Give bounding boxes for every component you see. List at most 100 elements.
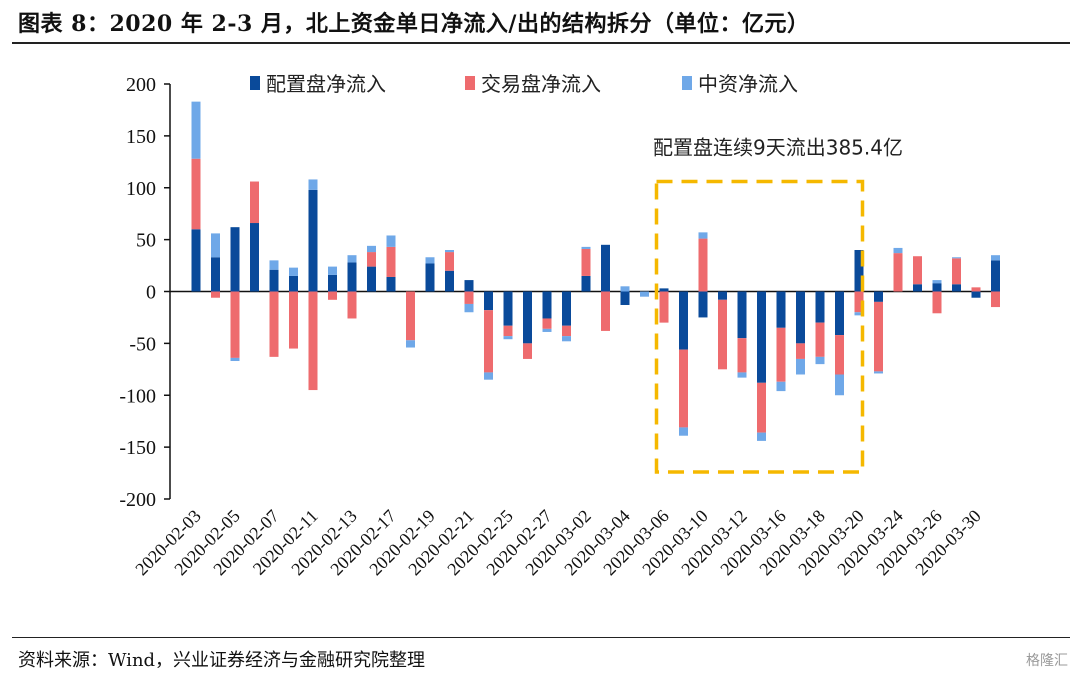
bar-segment-2: [503, 325, 513, 337]
bar-segment-1: [659, 288, 669, 292]
bar-segment-3: [874, 371, 883, 374]
y-tick-label: -50: [129, 333, 156, 355]
bar-segment-2: [250, 181, 259, 224]
bar-segment-3: [484, 372, 493, 380]
bar-segment-2: [191, 158, 201, 230]
bar-segment-1: [952, 284, 961, 292]
bar-segment-1: [289, 275, 298, 292]
bar-segment-2: [601, 291, 610, 331]
bar-segment-3: [581, 246, 591, 249]
bar-segment-2: [932, 291, 942, 314]
bar-segment-3: [289, 267, 298, 276]
bar-segment-2: [718, 299, 727, 370]
bar-segment-2: [269, 291, 279, 357]
bar-segment-1: [328, 274, 337, 292]
bar-segment-3: [211, 233, 220, 258]
bar-segment-1: [757, 291, 766, 383]
bar-segment-2: [445, 252, 454, 271]
watermark-logo: 格隆汇: [1026, 653, 1068, 669]
bar-segment-2: [542, 318, 552, 329]
bar-segment-1: [698, 291, 708, 318]
bar-segment-2: [815, 322, 825, 357]
bar-segment-1: [815, 291, 825, 323]
bar-segment-2: [679, 349, 688, 428]
y-tick-label: -150: [119, 437, 156, 459]
bar-segment-2: [991, 291, 1000, 308]
bar-segment-2: [971, 287, 981, 292]
bar-segment-2: [913, 256, 922, 285]
bar-segment-2: [835, 335, 844, 375]
bar-segment-1: [484, 291, 493, 311]
bar-segment-1: [932, 283, 942, 292]
bar-segment-2: [698, 238, 708, 292]
bar-segment-1: [542, 291, 552, 319]
chart-title: 图表 8：2020 年 2-3 月，北上资金单日净流入/出的结构拆分（单位：亿元…: [18, 11, 810, 37]
bar-segment-3: [328, 266, 337, 275]
bar-segment-3: [503, 336, 513, 340]
bar-segment-1: [854, 250, 864, 292]
bar-segment-2: [796, 343, 805, 359]
legend-label-1: 配置盘净流入: [266, 72, 386, 96]
bar-segment-1: [230, 227, 240, 292]
annotation-text: 配置盘连续9天流出385.4亿: [653, 136, 903, 160]
bar-segment-3: [757, 432, 766, 441]
bar-segment-1: [971, 291, 981, 298]
bar-segment-1: [679, 291, 688, 350]
bar-segment-1: [835, 291, 844, 336]
bar-segment-1: [991, 260, 1000, 292]
bar-segment-1: [367, 266, 376, 292]
bar-segment-2: [757, 382, 766, 433]
bar-segment-2: [484, 310, 493, 373]
bar-segment-1: [874, 291, 883, 302]
bar-segment-2: [523, 343, 532, 359]
bar-segment-3: [952, 257, 961, 259]
bar-segment-1: [445, 270, 454, 292]
bar-segment-3: [854, 312, 864, 316]
bar-segment-1: [211, 257, 220, 292]
bar-segment-1: [191, 229, 201, 292]
bar-segment-1: [503, 291, 513, 326]
bar-segment-2: [737, 338, 747, 373]
bar-segment-3: [698, 232, 708, 239]
bar-segment-3: [191, 101, 201, 159]
bar-segment-2: [562, 325, 571, 337]
bar-segment-2: [308, 291, 318, 391]
legend: 配置盘净流入 交易盘净流入 中资净流入: [250, 72, 798, 96]
bar-segment-2: [386, 246, 396, 277]
bar-segment-1: [269, 269, 279, 292]
bar-segment-1: [347, 262, 357, 292]
bar-segment-2: [464, 291, 474, 304]
y-tick-label: -200: [119, 489, 156, 511]
bar-segment-3: [425, 257, 435, 264]
bar-segment-3: [640, 291, 649, 297]
bar-segment-1: [250, 223, 259, 292]
bar-segment-3: [796, 358, 805, 375]
report-header: 图表 8：2020 年 2-3 月，北上资金单日净流入/出的结构拆分（单位：亿元…: [0, 0, 1080, 46]
bar-segment-3: [991, 255, 1000, 261]
y-tick-label: 100: [126, 178, 156, 200]
stacked-bar-chart: 200150100500-50-100-150-2002020-02-03202…: [119, 72, 1000, 579]
bar-segment-1: [620, 291, 630, 305]
legend-label-3: 中资净流入: [698, 72, 798, 96]
legend-swatch-3: [682, 76, 692, 90]
bar-segment-1: [776, 291, 786, 328]
bar-segment-3: [347, 255, 357, 263]
bar-segment-1: [562, 291, 571, 326]
bar-segment-1: [601, 244, 610, 292]
bar-segment-2: [854, 291, 864, 313]
bottom-rule: [12, 637, 1070, 638]
legend-swatch-1: [250, 76, 260, 90]
bar-segment-3: [308, 179, 318, 190]
bar-segment-3: [835, 374, 844, 396]
bar-segment-3: [932, 280, 942, 284]
bar-segment-3: [230, 357, 240, 362]
bar-segment-2: [776, 327, 786, 382]
bar-segment-1: [386, 276, 396, 292]
bar-segment-3: [737, 372, 747, 378]
bar-segment-2: [659, 291, 669, 323]
bar-segment-2: [874, 301, 883, 372]
bar-segment-3: [815, 356, 825, 365]
bar-segment-3: [542, 328, 552, 332]
source-note: 资料来源：Wind，兴业证券经济与金融研究院整理: [18, 650, 426, 671]
bar-segment-3: [893, 247, 903, 254]
